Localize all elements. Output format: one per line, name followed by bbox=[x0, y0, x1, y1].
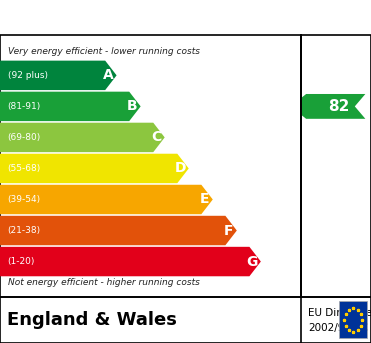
Text: (39-54): (39-54) bbox=[7, 195, 41, 204]
Text: (92 plus): (92 plus) bbox=[7, 71, 47, 80]
Text: (69-80): (69-80) bbox=[7, 133, 41, 142]
Text: England & Wales: England & Wales bbox=[7, 311, 177, 329]
Polygon shape bbox=[0, 247, 261, 276]
Polygon shape bbox=[0, 154, 189, 183]
Polygon shape bbox=[0, 61, 116, 90]
Text: A: A bbox=[103, 68, 114, 82]
Bar bbox=[339, 301, 367, 338]
Text: Very energy efficient - lower running costs: Very energy efficient - lower running co… bbox=[7, 47, 200, 56]
Text: B: B bbox=[127, 99, 137, 114]
Polygon shape bbox=[0, 216, 237, 245]
Polygon shape bbox=[0, 92, 141, 121]
Text: E: E bbox=[200, 192, 209, 206]
Text: Not energy efficient - higher running costs: Not energy efficient - higher running co… bbox=[7, 278, 199, 287]
Text: EU Directive: EU Directive bbox=[308, 308, 371, 318]
Text: 82: 82 bbox=[329, 99, 350, 114]
Text: Energy Efficiency Rating: Energy Efficiency Rating bbox=[11, 9, 240, 26]
Polygon shape bbox=[0, 185, 213, 214]
Text: C: C bbox=[151, 130, 161, 144]
Text: G: G bbox=[247, 255, 258, 269]
Text: D: D bbox=[174, 162, 186, 176]
Text: F: F bbox=[223, 224, 233, 237]
Text: (1-20): (1-20) bbox=[7, 257, 35, 266]
Text: (81-91): (81-91) bbox=[7, 102, 41, 111]
Polygon shape bbox=[0, 123, 165, 152]
Text: (55-68): (55-68) bbox=[7, 164, 41, 173]
Text: (21-38): (21-38) bbox=[7, 226, 41, 235]
Text: 2002/91/EC: 2002/91/EC bbox=[308, 323, 368, 333]
Polygon shape bbox=[290, 94, 365, 119]
